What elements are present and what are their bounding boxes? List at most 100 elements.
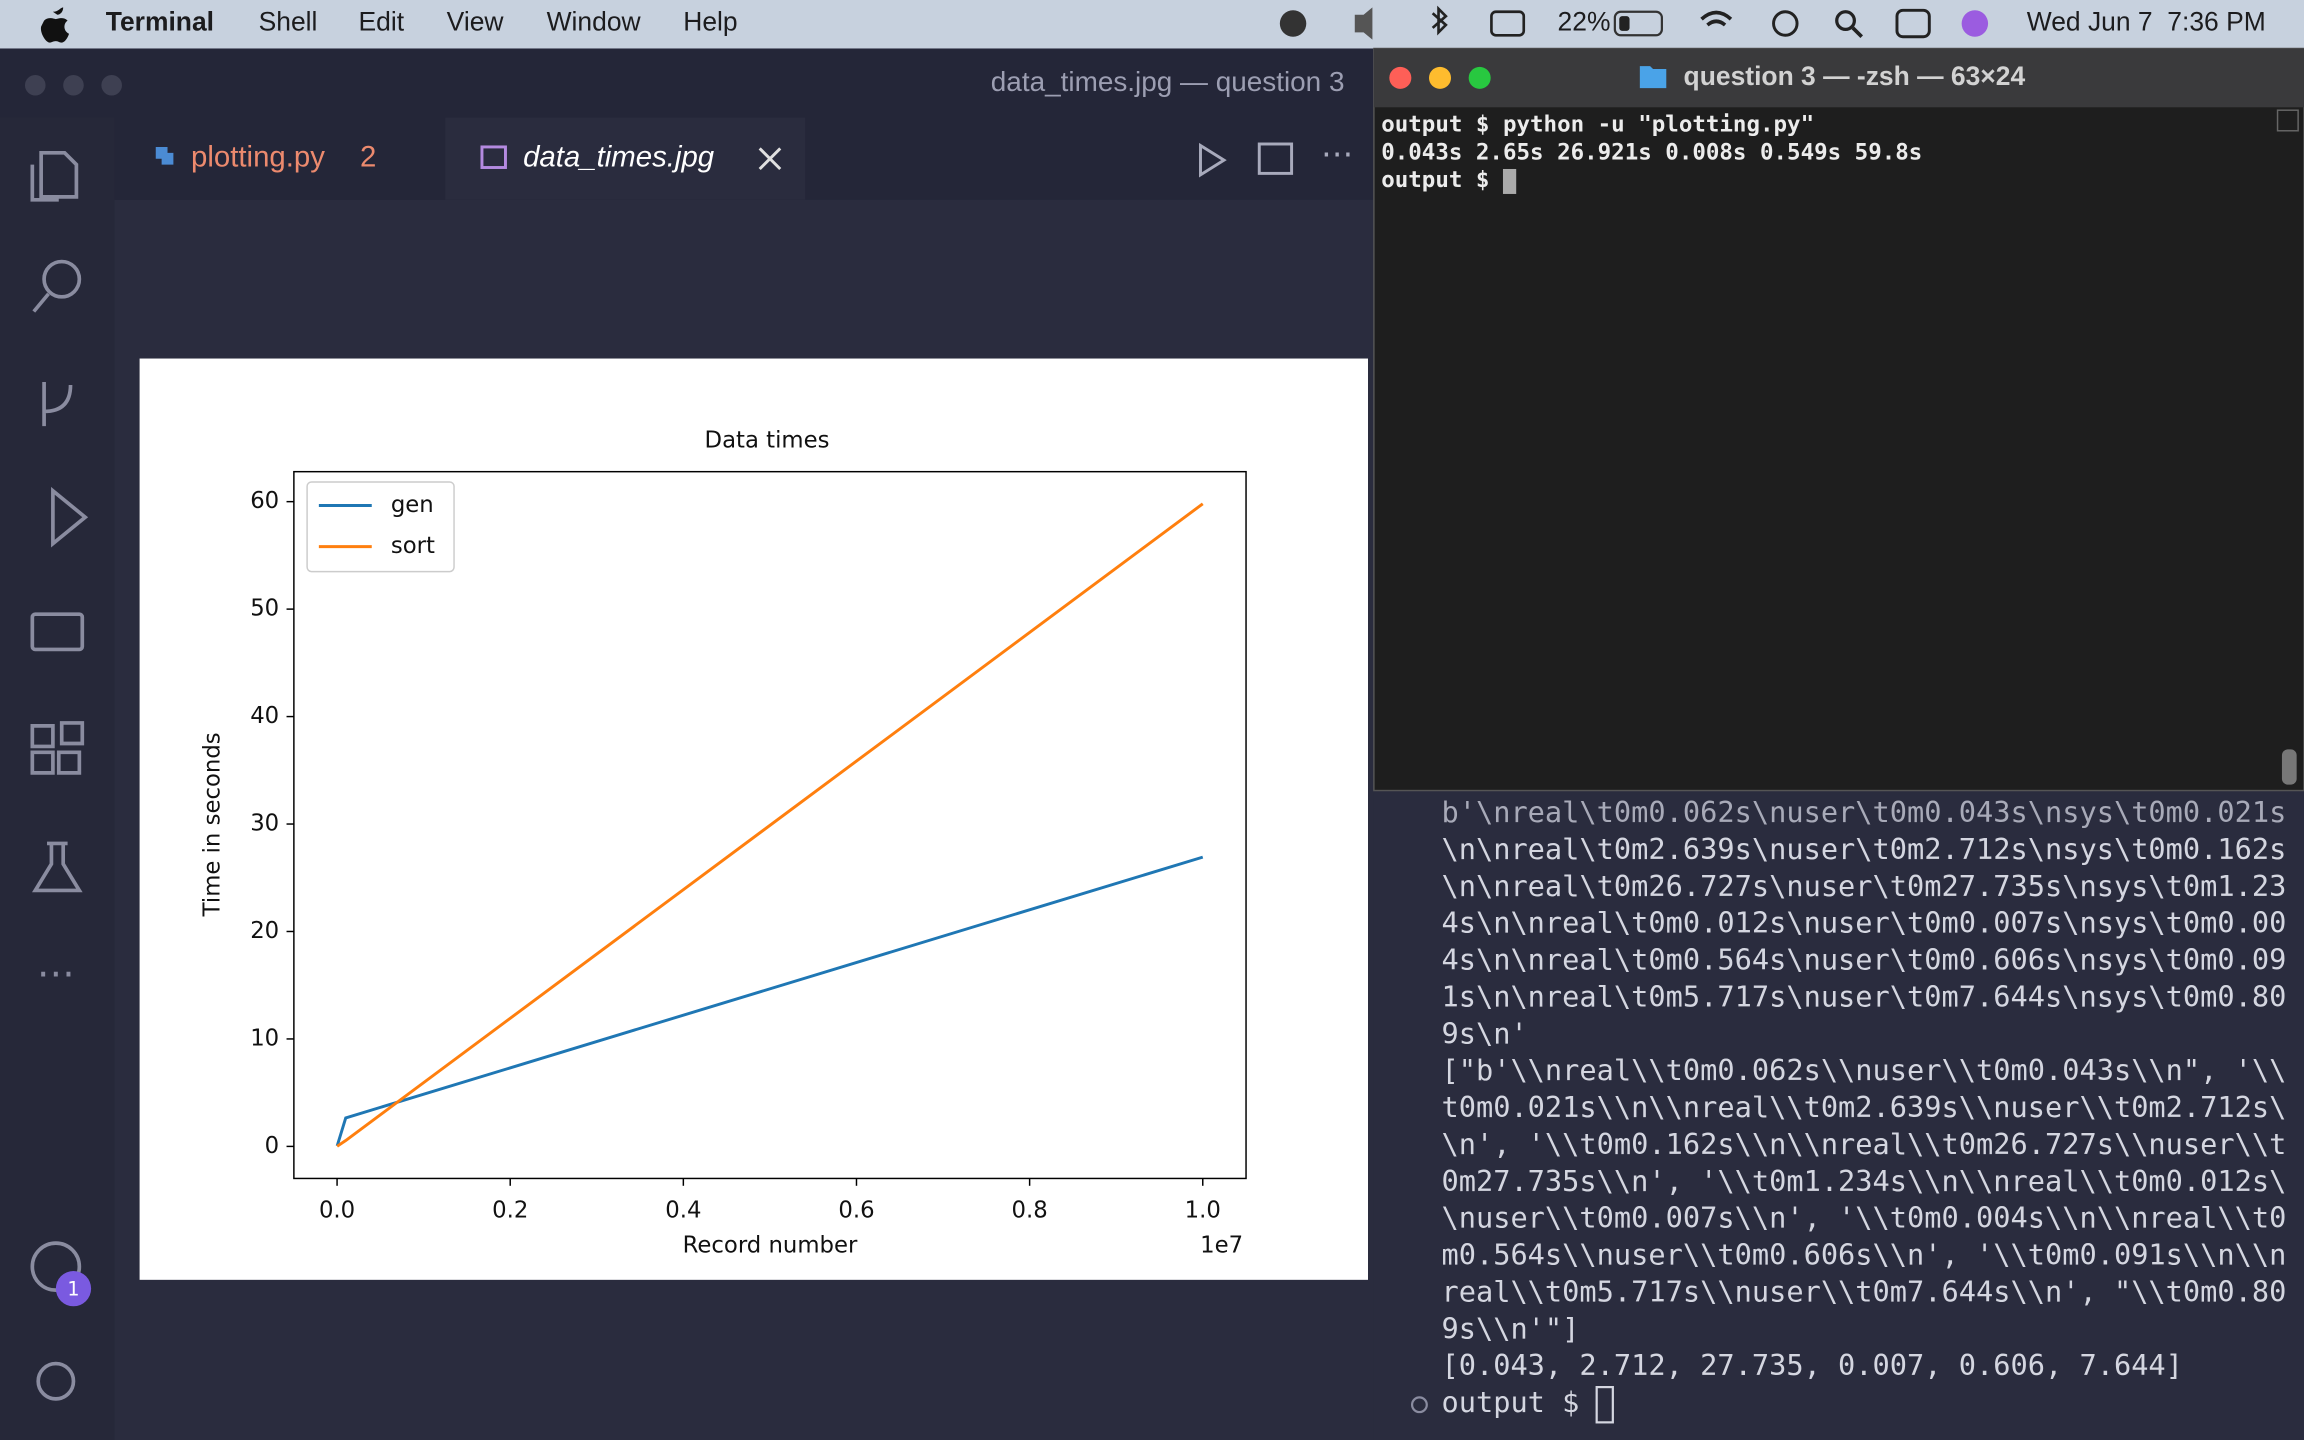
window-button[interactable] bbox=[63, 74, 84, 96]
minimize-button[interactable] bbox=[1428, 66, 1452, 89]
scrollbar[interactable] bbox=[2281, 749, 2297, 785]
terminal-line: \n\nreal\t0m2.639s\nuser\t0m2.712s\nsys\… bbox=[1441, 832, 2286, 866]
wifi-icon[interactable] bbox=[1700, 10, 1733, 27]
command-decoration bbox=[1410, 1396, 1428, 1414]
menu-item[interactable]: Help bbox=[683, 6, 737, 36]
menu-item[interactable]: Edit bbox=[359, 6, 405, 36]
tab-close[interactable] bbox=[758, 147, 782, 171]
terminal-window bbox=[1373, 47, 2304, 792]
menu-bar bbox=[0, 0, 2304, 49]
cursor bbox=[1595, 1386, 1614, 1424]
chart: Data times Record number Time in seconds… bbox=[200, 427, 1247, 1259]
line-series bbox=[336, 502, 1204, 1148]
zoom-button[interactable] bbox=[1468, 66, 1491, 89]
mute-icon[interactable] bbox=[1354, 7, 1373, 40]
cloud-icon[interactable] bbox=[1279, 10, 1307, 37]
terminal-line: 4s\n\nreal\t0m0.012s\nuser\t0m0.007s\nsy… bbox=[1441, 906, 2286, 940]
menu-item[interactable]: View bbox=[447, 6, 505, 36]
tab-label[interactable]: data_times.jpg bbox=[523, 140, 715, 173]
y-axis-label: Time in seconds bbox=[200, 732, 226, 917]
menu-clock: Wed Jun 7 7:36 PM bbox=[2027, 6, 2266, 36]
terminal-title-bar bbox=[1373, 48, 2304, 108]
y-tick-label: 30 bbox=[250, 811, 279, 837]
account-badge-count: 1 bbox=[67, 1278, 79, 1301]
terminal-title: question 3 — -zsh — 63×24 bbox=[1684, 61, 2026, 91]
keyboard-icon[interactable] bbox=[1490, 10, 1526, 37]
legend-label: gen bbox=[391, 492, 434, 518]
account-badge bbox=[55, 1271, 92, 1307]
siri-icon[interactable] bbox=[1961, 10, 1989, 37]
control-center-icon[interactable] bbox=[1895, 8, 1931, 39]
settings-icon[interactable] bbox=[36, 1361, 76, 1401]
terminal-line: 4s\n\nreal\t0m0.564s\nuser\t0m0.606s\nsy… bbox=[1441, 943, 2286, 977]
testing-icon[interactable] bbox=[31, 841, 83, 893]
x-tick-label: 0.8 bbox=[1012, 1197, 1048, 1223]
terminal-line: output $ bbox=[1381, 167, 1503, 193]
menu-item[interactable]: Shell bbox=[259, 6, 318, 36]
source-control-icon[interactable] bbox=[42, 382, 73, 427]
panel-terminal-text: b'\nreal\t0m0.062s\nuser\t0m0.043s\nsys\… bbox=[1441, 795, 2286, 1424]
terminal-line: output $ bbox=[1441, 1385, 1596, 1419]
legend-label: sort bbox=[391, 533, 435, 559]
accounts-icon[interactable] bbox=[30, 1241, 82, 1292]
search-icon[interactable] bbox=[1835, 10, 1856, 32]
terminal-line: \n\nreal\t0m26.727s\nuser\t0m27.735s\nsy… bbox=[1441, 869, 2286, 903]
remote-icon[interactable] bbox=[30, 612, 85, 652]
window-button[interactable] bbox=[24, 74, 46, 96]
more-icon[interactable]: ⋯ bbox=[37, 952, 75, 996]
activity-icons bbox=[30, 150, 89, 1401]
battery-level bbox=[1619, 16, 1630, 31]
menu-item[interactable]: Window bbox=[547, 6, 642, 36]
editor-title-bar bbox=[0, 48, 1374, 118]
terminal-line: 9s\n' bbox=[1441, 1016, 1527, 1050]
cursor bbox=[1502, 168, 1517, 194]
x-tick-label: 0.4 bbox=[665, 1197, 701, 1223]
terminal-text: output $ python -u "plotting.py"0.043s 2… bbox=[1381, 111, 1922, 194]
terminal-line: m0.564s\\nuser\\t0m0.606s\\n', '\\t0m0.0… bbox=[1441, 1238, 2286, 1272]
scroll-marker bbox=[2276, 109, 2299, 132]
user-icon[interactable] bbox=[1772, 10, 1799, 37]
menu-item[interactable]: Terminal bbox=[106, 6, 214, 36]
terminal-line: 0.043s 2.65s 26.921s 0.008s 0.549s 59.8s bbox=[1381, 139, 1922, 165]
more-actions[interactable]: ⋯ bbox=[1321, 135, 1353, 173]
tab-label[interactable]: plotting.py bbox=[191, 140, 325, 173]
split-button[interactable] bbox=[1257, 142, 1294, 175]
terminal-line: \nuser\\t0m0.007s\\n', '\\t0m0.004s\\n\\… bbox=[1441, 1201, 2286, 1235]
terminal-line: \n', '\\t0m0.162s\\n\\nreal\\t0m26.727s\… bbox=[1441, 1127, 2286, 1161]
extensions-icon[interactable] bbox=[30, 721, 85, 775]
terminal-line: t0m0.021s\\n\\nreal\\t0m2.639s\\nuser\\t… bbox=[1441, 1090, 2286, 1124]
apple-menu[interactable] bbox=[40, 7, 70, 43]
x-tick-label: 0.0 bbox=[319, 1197, 355, 1223]
terminal-line: ["b'\\nreal\\t0m0.062s\\nuser\\t0m0.043s… bbox=[1441, 1053, 2286, 1087]
terminal-line: real\\t0m5.717s\\nuser\\t0m7.644s\\n', "… bbox=[1441, 1275, 2286, 1309]
window-button[interactable] bbox=[101, 74, 122, 96]
run-button[interactable] bbox=[1199, 142, 1227, 178]
python-icon bbox=[155, 146, 174, 165]
folder-icon bbox=[1639, 66, 1667, 89]
terminal-line: [0.043, 2.712, 27.735, 0.007, 0.606, 7.6… bbox=[1441, 1348, 2182, 1382]
x-axis-label: Record number bbox=[683, 1233, 858, 1259]
plot-frame bbox=[293, 470, 1247, 1180]
bluetooth-icon[interactable] bbox=[1431, 5, 1448, 36]
x-tick-label: 0.6 bbox=[838, 1197, 874, 1223]
terminal-line: b'\nreal\t0m0.062s\nuser\t0m0.043s\nsys\… bbox=[1441, 795, 2286, 829]
terminal-line: output $ python -u "plotting.py" bbox=[1381, 111, 1814, 137]
editor-window-title: data_times.jpg — question 3 bbox=[991, 66, 1345, 97]
y-tick-label: 50 bbox=[250, 596, 279, 622]
search-view-icon[interactable] bbox=[42, 259, 82, 299]
x-tick-label: 0.2 bbox=[492, 1197, 528, 1223]
explorer-icon[interactable] bbox=[30, 150, 79, 202]
line-series bbox=[335, 855, 1204, 1147]
search-view-handle bbox=[32, 292, 50, 313]
x-offset-label: 1e7 bbox=[1200, 1233, 1243, 1259]
close-button[interactable] bbox=[1389, 66, 1412, 89]
battery-icon[interactable] bbox=[1613, 10, 1663, 37]
image-icon bbox=[480, 145, 507, 169]
run-icon[interactable] bbox=[51, 486, 89, 548]
search-icon-handle bbox=[1851, 26, 1864, 39]
y-tick-label: 0 bbox=[265, 1133, 279, 1159]
y-tick-label: 60 bbox=[250, 488, 279, 514]
battery-percent: 22% bbox=[1558, 6, 1611, 36]
y-tick-label: 20 bbox=[250, 918, 279, 944]
